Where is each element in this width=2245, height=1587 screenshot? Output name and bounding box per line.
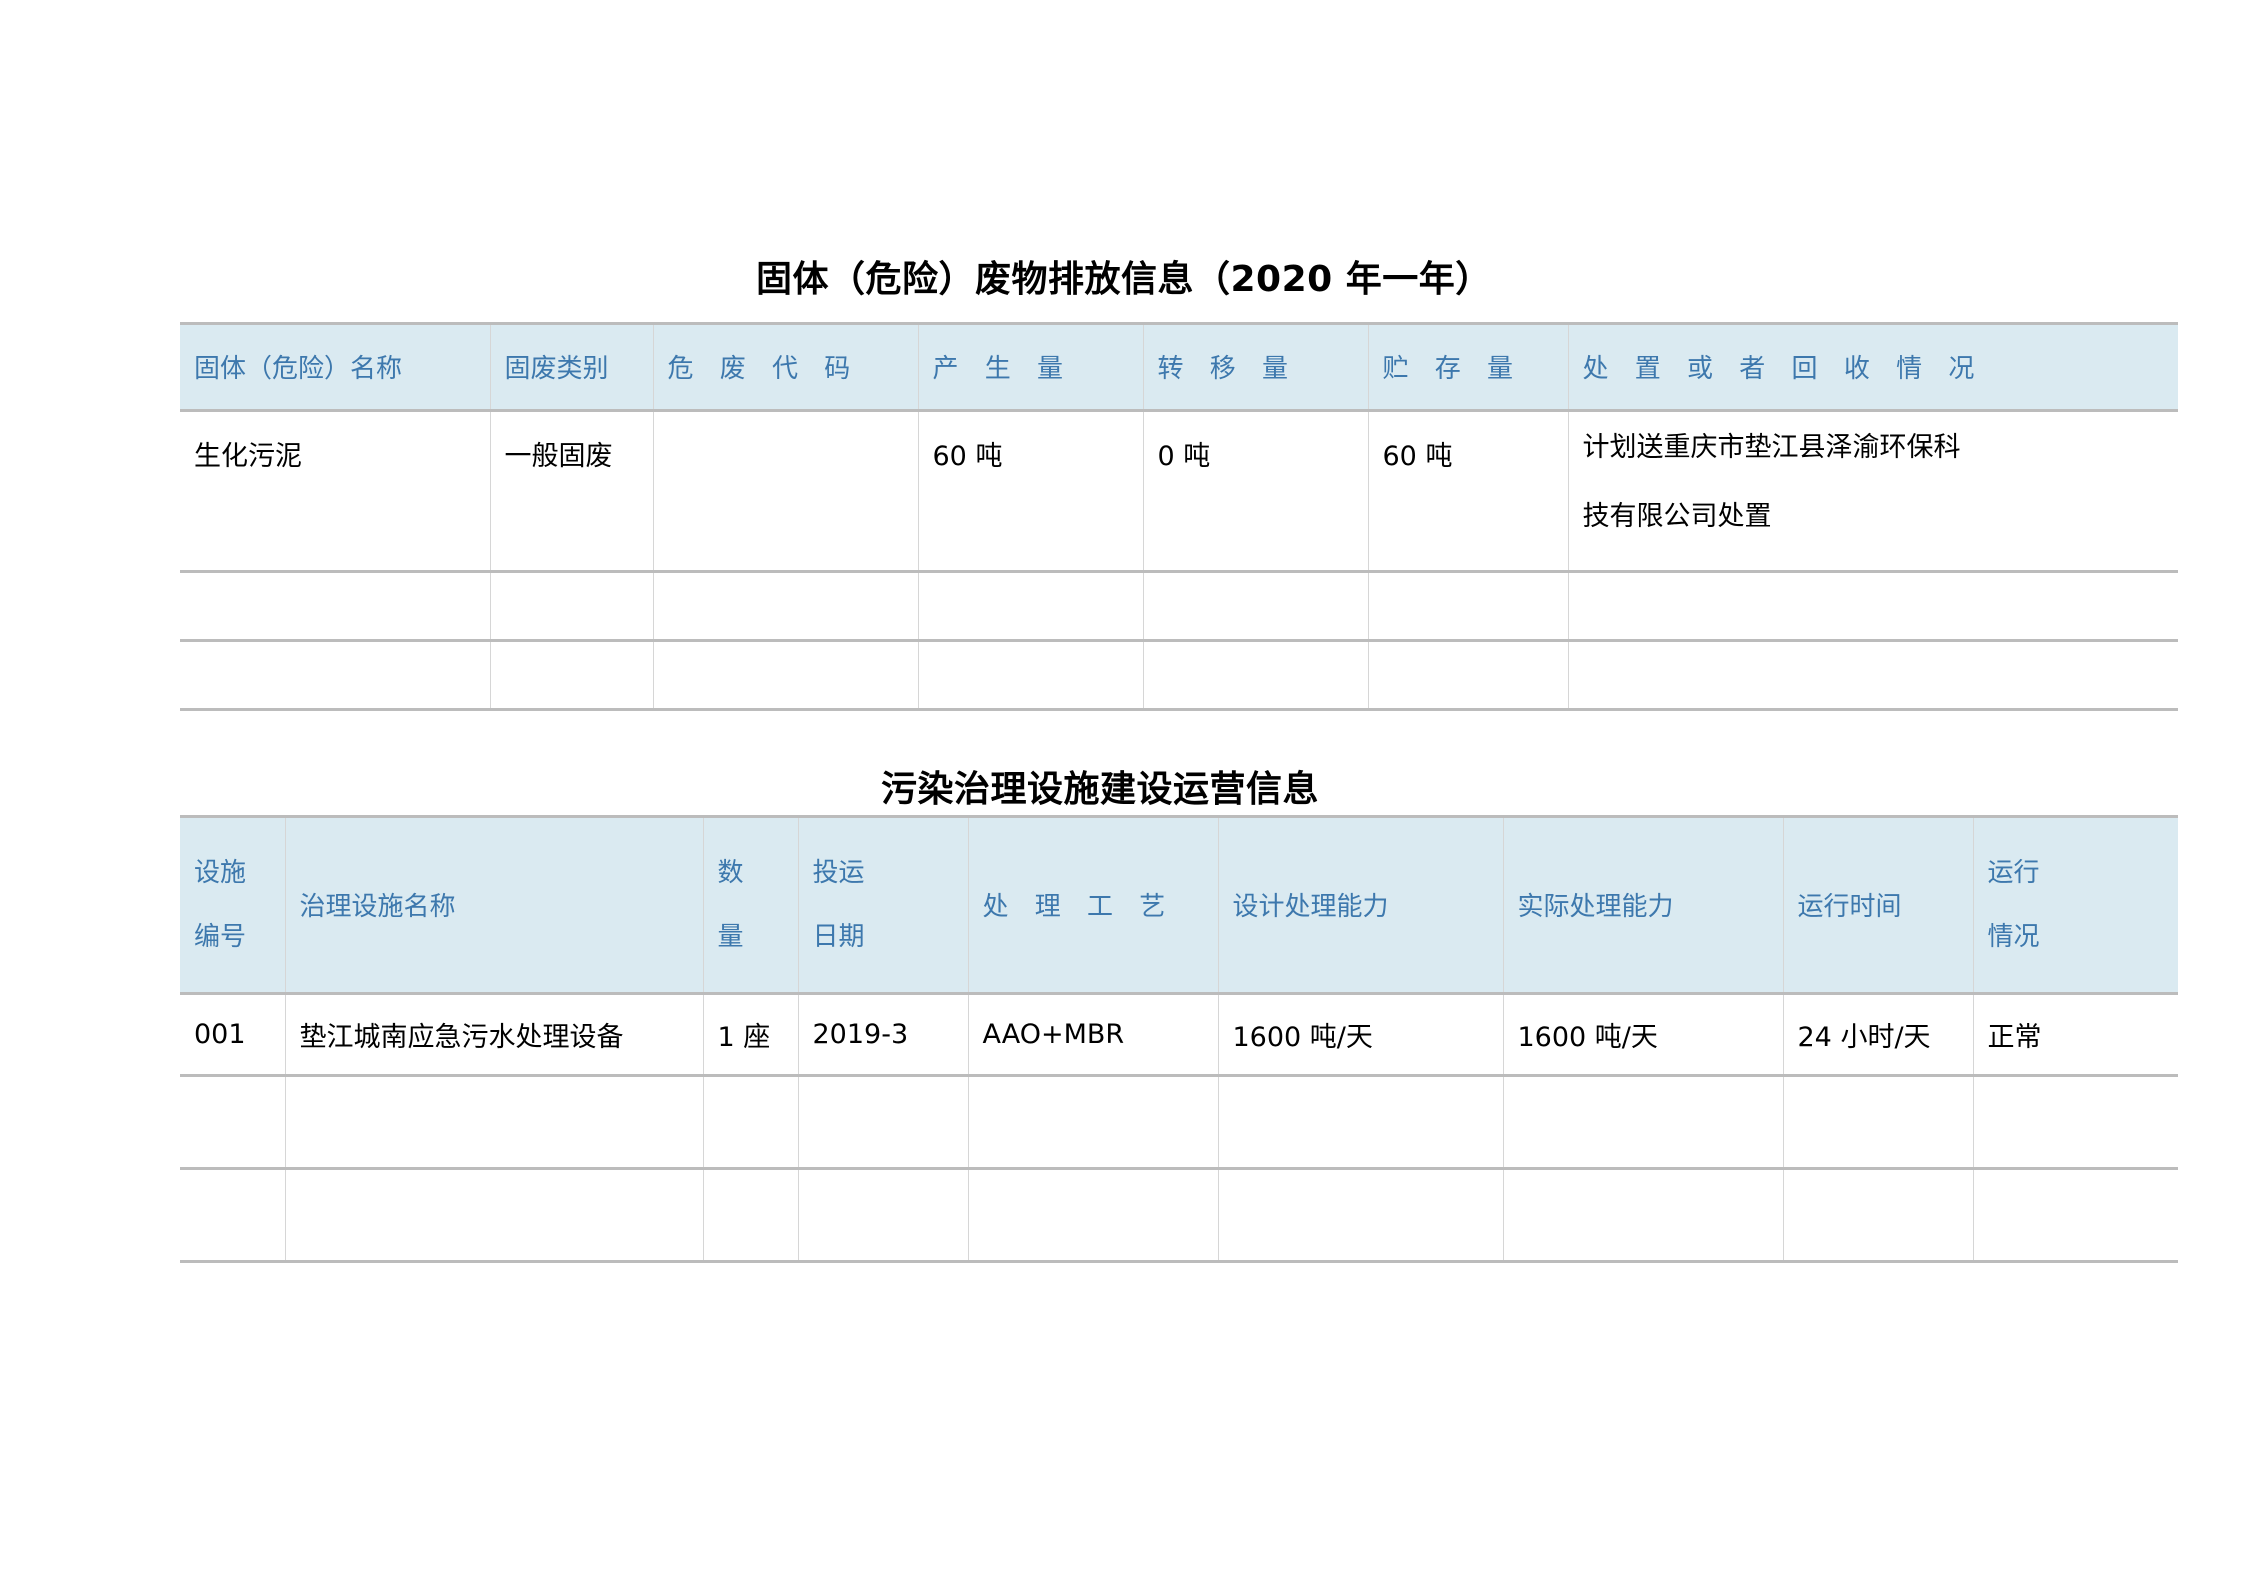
cell-disposal-recovery [1568, 640, 2178, 711]
facility-table-top-border [180, 815, 2178, 818]
column-header-generated-amount: 产 生 量 [918, 325, 1144, 412]
cell-stored-amount [1368, 571, 1569, 642]
disposal-text-line-1: 计划送重庆市垫江县泽渝环保科 [1582, 431, 1961, 463]
cell-quantity: 1 座 [703, 993, 799, 1077]
cell-actual-capacity [1503, 1168, 1784, 1263]
cell-waste-name [180, 640, 491, 711]
cell-start-date [798, 1168, 969, 1263]
cell-stored-amount [1368, 640, 1569, 711]
solid-waste-table-top-border [180, 322, 2178, 325]
table-row [180, 640, 2178, 711]
column-header-transferred-amount: 转 移 量 [1143, 325, 1369, 412]
table-row: 生化污泥 一般固废 60 吨 0 吨 60 吨 计划送重庆市垫江县泽渝环保科 技… [180, 410, 2178, 573]
cell-transferred-amount: 0 吨 [1143, 410, 1369, 573]
cell-hazard-code [653, 571, 919, 642]
cell-hazard-code [653, 640, 919, 711]
cell-facility-name: 垫江城南应急污水处理设备 [285, 993, 704, 1077]
column-header-actual-capacity: 实际处理能力 [1503, 818, 1784, 995]
cell-waste-name: 生化污泥 [180, 410, 491, 573]
cell-start-date: 2019-3 [798, 993, 969, 1077]
column-header-run-time: 运行时间 [1783, 818, 1974, 995]
column-header-stored-amount: 贮 存 量 [1368, 325, 1569, 412]
cell-facility-no [180, 1075, 286, 1170]
column-header-disposal-recovery: 处 置 或 者 回 收 情 况 [1568, 325, 2178, 412]
cell-transferred-amount [1143, 571, 1369, 642]
cell-actual-capacity [1503, 1075, 1784, 1170]
table-row [180, 571, 2178, 642]
cell-facility-name [285, 1075, 704, 1170]
cell-waste-category [490, 571, 654, 642]
start-date-line-2: 日期 [812, 921, 865, 952]
cell-facility-name [285, 1168, 704, 1263]
solid-waste-table: 固体（危险）名称 固废类别 危 废 代 码 产 生 量 转 移 量 贮 存 量 … [180, 325, 2178, 711]
cell-design-capacity [1218, 1075, 1504, 1170]
cell-run-status: 正常 [1973, 993, 2178, 1077]
facility-no-line-1: 设施 [194, 857, 247, 888]
table-header-row: 固体（危险）名称 固废类别 危 废 代 码 产 生 量 转 移 量 贮 存 量 … [180, 325, 2178, 412]
quantity-line-1: 数 [717, 857, 744, 888]
cell-hazard-code [653, 410, 919, 573]
table-header-row: 设施 编号 治理设施名称 数 量 投运 日期 处 [180, 818, 2178, 995]
cell-design-capacity [1218, 1168, 1504, 1263]
cell-waste-category [490, 640, 654, 711]
column-header-run-status: 运行 情况 [1973, 818, 2178, 995]
facility-section-title: 污染治理设施建设运营信息 [881, 769, 1320, 810]
cell-disposal-recovery: 计划送重庆市垫江县泽渝环保科 技有限公司处置 [1568, 410, 2178, 573]
column-header-waste-name: 固体（危险）名称 [180, 325, 491, 412]
column-header-quantity: 数 量 [703, 818, 799, 995]
cell-run-time [1783, 1075, 1974, 1170]
solid-waste-section-title: 固体（危险）废物排放信息（2020 年一年） [756, 259, 1492, 300]
cell-process [968, 1075, 1219, 1170]
cell-process [968, 1168, 1219, 1263]
table-row: 001 垫江城南应急污水处理设备 1 座 2019-3 AAO+MBR 1600… [180, 993, 2178, 1077]
quantity-line-2: 量 [717, 921, 744, 952]
cell-quantity [703, 1168, 799, 1263]
disposal-text-line-2: 技有限公司处置 [1582, 500, 1772, 532]
table-row [180, 1075, 2178, 1170]
facility-table: 设施 编号 治理设施名称 数 量 投运 日期 处 [180, 818, 2178, 1263]
column-header-start-date: 投运 日期 [798, 818, 969, 995]
column-header-process: 处 理 工 艺 [968, 818, 1219, 995]
column-header-design-capacity: 设计处理能力 [1218, 818, 1504, 995]
start-date-line-1: 投运 [812, 857, 865, 888]
cell-quantity [703, 1075, 799, 1170]
cell-run-status [1973, 1168, 2178, 1263]
cell-facility-no: 001 [180, 993, 286, 1077]
cell-facility-no [180, 1168, 286, 1263]
column-header-waste-category: 固废类别 [490, 325, 654, 412]
cell-actual-capacity: 1600 吨/天 [1503, 993, 1784, 1077]
cell-run-status [1973, 1075, 2178, 1170]
cell-generated-amount [918, 571, 1144, 642]
cell-waste-name [180, 571, 491, 642]
table-row [180, 1168, 2178, 1263]
column-header-facility-no: 设施 编号 [180, 818, 286, 995]
run-status-line-2: 情况 [1987, 921, 2040, 952]
cell-run-time: 24 小时/天 [1783, 993, 1974, 1077]
cell-start-date [798, 1075, 969, 1170]
column-header-facility-name: 治理设施名称 [285, 818, 704, 995]
cell-design-capacity: 1600 吨/天 [1218, 993, 1504, 1077]
cell-process: AAO+MBR [968, 993, 1219, 1077]
column-header-hazard-code: 危 废 代 码 [653, 325, 919, 412]
run-status-line-1: 运行 [1987, 857, 2040, 888]
cell-waste-category: 一般固废 [490, 410, 654, 573]
cell-generated-amount: 60 吨 [918, 410, 1144, 573]
cell-disposal-recovery [1568, 571, 2178, 642]
cell-stored-amount: 60 吨 [1368, 410, 1569, 573]
cell-generated-amount [918, 640, 1144, 711]
facility-no-line-2: 编号 [194, 921, 247, 952]
cell-transferred-amount [1143, 640, 1369, 711]
cell-run-time [1783, 1168, 1974, 1263]
